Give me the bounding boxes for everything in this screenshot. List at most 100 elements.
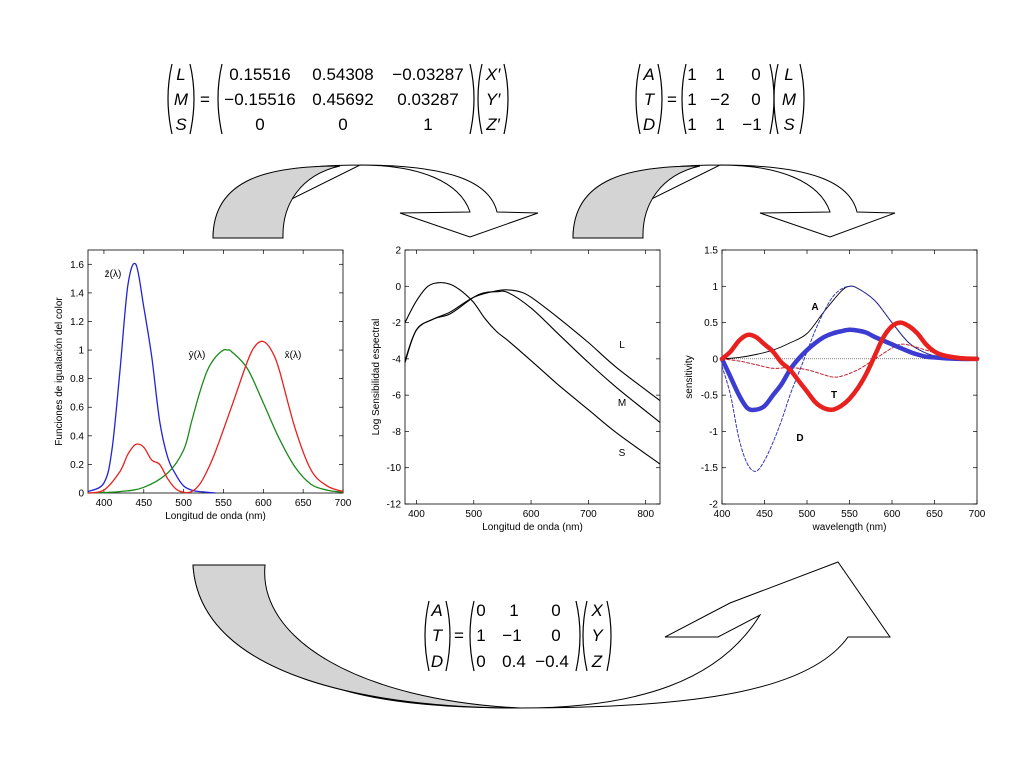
paren-left-vector-open <box>167 63 173 135</box>
curve-label-L: L <box>619 340 625 351</box>
y-tick-label: -4 <box>392 354 401 365</box>
y-tick-label: 0.6 <box>70 403 84 414</box>
vec-right-1: M <box>782 90 797 109</box>
cell-0-2: 0 <box>751 65 760 84</box>
paren-left-vector-close <box>189 63 195 135</box>
cell-1-2: 0 <box>551 626 560 645</box>
x-tick-label: 700 <box>969 509 986 520</box>
vec-left-2: D <box>643 115 655 134</box>
cell-0-0: 0 <box>476 601 485 620</box>
vec-right-0: L <box>784 65 793 84</box>
vec-left-1: T <box>432 626 444 645</box>
x-tick-label: 450 <box>135 498 152 509</box>
plot-frame <box>721 249 978 505</box>
series-line-green <box>87 348 344 494</box>
cell-1-1: −2 <box>710 90 729 109</box>
vec-right-1: Y <box>591 626 604 645</box>
vec-right-2: Z <box>591 652 603 671</box>
cell-1-0: −0.15516 <box>224 90 295 109</box>
series-label: ȳ(λ) <box>189 350 206 361</box>
paren-matrix-open <box>217 63 223 135</box>
cell-0-1: 1 <box>509 601 518 620</box>
series-line-S <box>404 282 661 465</box>
paren-left-vector-close <box>445 600 451 672</box>
y-tick-label: 0.5 <box>704 318 718 329</box>
cell-1-0: 1 <box>687 90 696 109</box>
x-axis-label: Longitud de onda (nm) <box>482 522 583 533</box>
x-tick-label: 400 <box>96 498 113 509</box>
x-tick-label: 550 <box>215 498 232 509</box>
cell-0-0: 1 <box>687 65 696 84</box>
paren-left-vector-open <box>635 63 641 135</box>
x-axis-label: Longitud de onda (nm) <box>165 511 266 522</box>
paren-right-vector-open <box>773 63 779 135</box>
paren-left-vector-close <box>657 63 663 135</box>
cell-0-1: 0.54308 <box>312 65 373 84</box>
y-tick-label: -8 <box>392 427 401 438</box>
cell-0-1: 1 <box>715 65 724 84</box>
x-tick-label: 800 <box>637 509 654 520</box>
y-axis-label: Funciones de igualación del color <box>54 297 65 446</box>
cell-2-2: −1 <box>742 115 761 134</box>
y-tick-label: 0.2 <box>70 460 84 471</box>
channel-label-A: A <box>811 302 818 313</box>
vec-left-1: T <box>644 90 656 109</box>
cell-2-2: 1 <box>423 115 432 134</box>
equals-sign: = <box>454 626 464 645</box>
chart-color-matching-functions: 400 450 500 550 600 650 700 0 0.2 0.4 0.6 0.8 1 1.2 1.… <box>54 249 352 522</box>
equals-sign: = <box>200 90 210 109</box>
vec-left-0: L <box>176 65 185 84</box>
vec-right-1: Y′ <box>486 90 501 109</box>
x-tick-label: 500 <box>175 498 192 509</box>
cell-0-2: 0 <box>551 601 560 620</box>
y-tick-label: -2 <box>392 318 401 329</box>
series-line-thick-blue <box>719 327 980 413</box>
curve-label-M: M <box>618 398 626 409</box>
paren-right-vector-open <box>477 63 483 135</box>
paren-right-vector-open <box>582 600 588 672</box>
arrow-bottom <box>192 561 891 709</box>
cell-1-2: 0.03287 <box>397 90 458 109</box>
y-tick-label: -12 <box>387 500 402 511</box>
cell-1-1: 0.45692 <box>312 90 373 109</box>
y-tick-label: -0.5 <box>701 391 719 402</box>
curve-label-S: S <box>619 448 626 459</box>
vec-left-1: M <box>174 90 189 109</box>
y-tick-label: 0.8 <box>70 374 84 385</box>
y-tick-label: 1.4 <box>70 288 84 299</box>
arrow-top-left <box>212 164 539 239</box>
vec-left-0: A <box>642 65 654 84</box>
arrow-top-right <box>572 164 896 239</box>
vec-right-0: X′ <box>485 65 501 84</box>
y-tick-label: 0 <box>395 282 401 293</box>
x-tick-label: 600 <box>523 509 540 520</box>
vec-right-2: S <box>783 115 795 134</box>
y-tick-label: 1 <box>712 282 718 293</box>
y-axis-label: sensitivity <box>684 355 695 398</box>
x-tick-label: 550 <box>841 509 858 520</box>
series-label: z̄(λ) <box>105 269 122 280</box>
series-line-red <box>87 340 344 494</box>
y-tick-label: -10 <box>387 463 402 474</box>
y-tick-label: 0.4 <box>70 431 84 442</box>
cell-1-2: 0 <box>751 90 760 109</box>
x-tick-label: 400 <box>408 509 425 520</box>
chart-log-spectral-sensitivity: 400 500 600 700 800 -12 -10 -8 -6 -4 -2 0 2 Longitud … <box>371 246 661 533</box>
x-tick-label: 700 <box>580 509 597 520</box>
paren-right-vector-close <box>606 600 612 672</box>
series-label: x̄(λ) <box>285 350 302 361</box>
y-tick-label: 1.2 <box>70 317 84 328</box>
equals-sign: = <box>667 90 677 109</box>
channel-label-D: D <box>796 433 803 444</box>
series-line-dashed-red <box>721 343 978 378</box>
y-tick-label: 0 <box>712 354 718 365</box>
paren-right-vector-close <box>503 63 509 135</box>
cell-0-2: −0.03287 <box>392 65 463 84</box>
matrix-lms-equation: L M S = 0.15516 0.54308 −0.03287 −0.1551… <box>167 63 509 135</box>
x-tick-label: 600 <box>884 509 901 520</box>
paren-matrix-close <box>769 63 775 135</box>
cell-2-1: 0 <box>338 115 347 134</box>
channel-label-T: T <box>831 390 837 401</box>
paren-matrix-close <box>575 600 581 672</box>
